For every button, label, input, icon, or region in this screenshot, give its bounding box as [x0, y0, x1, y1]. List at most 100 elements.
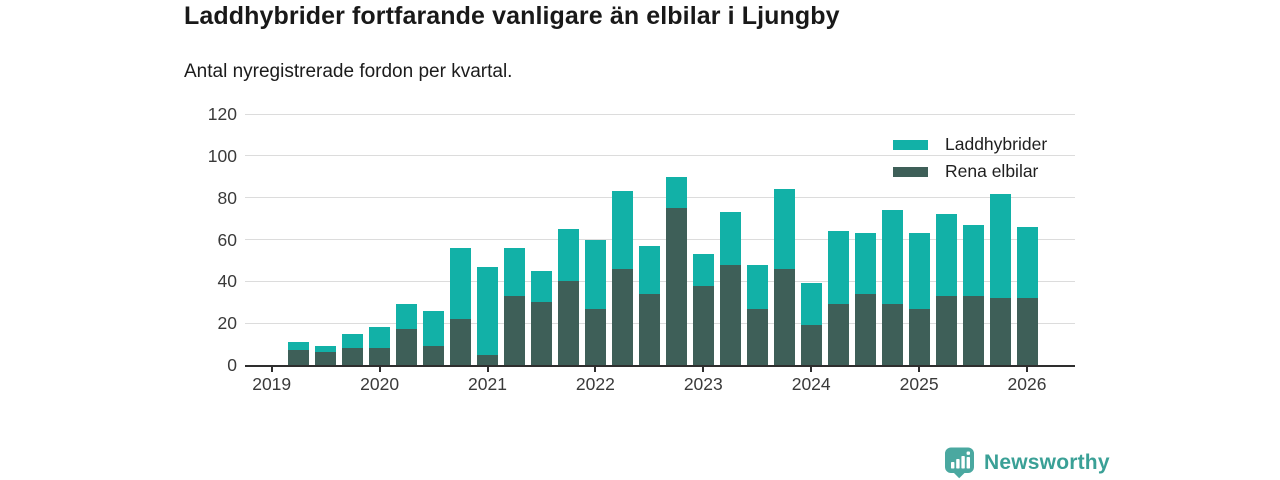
bar-segment-laddhybrider — [854, 233, 876, 294]
x-tick-label-2025: 2025 — [899, 374, 939, 394]
bar-segment-rena-elbilar — [584, 308, 606, 365]
bar-2023-q3 — [746, 264, 768, 365]
bar-segment-laddhybrider — [450, 247, 472, 319]
bar-segment-laddhybrider — [746, 264, 768, 309]
gridline-40 — [245, 280, 1075, 282]
plot-area: 2019 2020 2021 2022 2023 2024 2025 2026 Laddhyb… — [245, 113, 1075, 394]
bar-2025-q1 — [908, 233, 930, 365]
bar-2022-q2 — [611, 191, 633, 365]
bar-segment-laddhybrider — [1016, 226, 1038, 299]
bar-segment-laddhybrider — [369, 327, 391, 349]
legend-swatch-rena-elbilar-icon — [893, 166, 928, 177]
legend: Laddhybrider Rena elbilar — [893, 131, 1047, 185]
bar-2025-q2 — [935, 214, 957, 365]
x-tick-mark-2025 — [918, 365, 921, 372]
bar-segment-laddhybrider — [288, 342, 310, 351]
bar-segment-rena-elbilar — [530, 302, 552, 365]
newsworthy-logo-text: Newsworthy — [984, 451, 1110, 474]
bar-segment-rena-elbilar — [665, 208, 687, 365]
bar-segment-rena-elbilar — [288, 350, 310, 365]
bar-segment-laddhybrider — [773, 189, 795, 269]
x-tick-label-2024: 2024 — [791, 374, 831, 394]
bar-segment-rena-elbilar — [315, 352, 337, 365]
bar-segment-rena-elbilar — [827, 304, 849, 365]
bar-segment-laddhybrider — [342, 333, 364, 349]
bar-2022-q3 — [638, 245, 660, 365]
y-tick-label-120: 120 — [207, 104, 237, 124]
bar-2019-q3 — [315, 346, 337, 365]
x-tick-label-2022: 2022 — [575, 374, 615, 394]
bar-segment-laddhybrider — [611, 191, 633, 269]
gridline-20 — [245, 322, 1075, 324]
chart-subtitle: Antal nyregistrerade fordon per kvartal. — [184, 61, 513, 82]
bar-2024-q3 — [854, 233, 876, 365]
bar-segment-rena-elbilar — [935, 295, 957, 365]
y-tick-label-60: 60 — [217, 229, 237, 250]
legend-swatch-laddhybrider-icon — [893, 139, 928, 150]
gridline-120 — [245, 113, 1075, 115]
bar-segment-laddhybrider — [935, 214, 957, 296]
bar-2025-q3 — [962, 224, 984, 365]
bar-2020-q3 — [423, 310, 445, 365]
bar-segment-rena-elbilar — [692, 285, 714, 365]
bar-segment-rena-elbilar — [638, 293, 660, 365]
bar-segment-rena-elbilar — [396, 329, 418, 365]
bar-segment-laddhybrider — [962, 224, 984, 296]
bar-2020-q1 — [369, 327, 391, 365]
chart-title: Laddhybrider fortfarande vanligare än el… — [184, 2, 840, 30]
bar-segment-rena-elbilar — [773, 268, 795, 365]
bar-segment-rena-elbilar — [746, 308, 768, 365]
bar-segment-laddhybrider — [557, 229, 579, 282]
x-tick-mark-2021 — [486, 365, 489, 372]
bar-segment-rena-elbilar — [503, 295, 525, 365]
bar-2026-q1 — [1016, 226, 1038, 365]
x-tick-mark-2023 — [702, 365, 705, 372]
x-tick-mark-2020 — [378, 365, 381, 372]
x-tick-label-2021: 2021 — [468, 374, 507, 394]
bar-segment-laddhybrider — [827, 231, 849, 305]
y-tick-label-80: 80 — [217, 187, 237, 208]
x-tick-label-2023: 2023 — [683, 374, 723, 394]
bar-2024-q1 — [800, 283, 822, 365]
bar-2020-q4 — [450, 247, 472, 365]
bar-segment-laddhybrider — [477, 266, 498, 355]
bar-2021-q1 — [477, 266, 498, 365]
y-tick-label-40: 40 — [217, 271, 237, 292]
bar-segment-laddhybrider — [396, 304, 418, 330]
bar-segment-laddhybrider — [530, 270, 552, 303]
bar-segment-rena-elbilar — [908, 308, 930, 365]
bar-segment-laddhybrider — [908, 233, 930, 309]
x-tick-mark-2019 — [270, 365, 273, 372]
bar-segment-rena-elbilar — [477, 354, 498, 365]
bar-2021-q2 — [503, 247, 525, 365]
bar-segment-rena-elbilar — [450, 318, 472, 365]
bar-segment-rena-elbilar — [854, 293, 876, 365]
y-tick-label-20: 20 — [217, 313, 237, 334]
x-tick-mark-2026 — [1026, 365, 1028, 372]
newsworthy-logo-icon — [945, 447, 974, 479]
bar-segment-laddhybrider — [881, 210, 903, 305]
legend-label: Laddhybrider — [945, 134, 1048, 154]
gridline-100 — [245, 155, 1075, 157]
bar-2020-q2 — [396, 304, 418, 365]
bar-segment-rena-elbilar — [369, 348, 391, 365]
legend-label: Rena elbilar — [945, 161, 1039, 181]
y-tick-label-100: 100 — [207, 145, 237, 166]
x-axis-line — [245, 365, 1075, 367]
bar-segment-laddhybrider — [989, 193, 1011, 299]
bar-2021-q4 — [557, 229, 579, 365]
bar-segment-rena-elbilar — [1016, 298, 1038, 365]
bar-segment-rena-elbilar — [800, 325, 822, 365]
bar-segment-rena-elbilar — [881, 304, 903, 365]
y-tick-label-0: 0 — [227, 355, 237, 375]
y-axis-labels: 0 20 40 60 80 100 120 — [168, 104, 237, 375]
bar-segment-rena-elbilar — [962, 295, 984, 365]
bar-segment-rena-elbilar — [342, 348, 364, 365]
bar-2023-q2 — [719, 212, 741, 365]
x-tick-label-2026: 2026 — [1007, 374, 1047, 394]
bar-2022-q4 — [665, 176, 687, 365]
bar-segment-laddhybrider — [719, 212, 741, 265]
bar-segment-laddhybrider — [692, 254, 714, 286]
x-tick-mark-2024 — [810, 365, 813, 372]
